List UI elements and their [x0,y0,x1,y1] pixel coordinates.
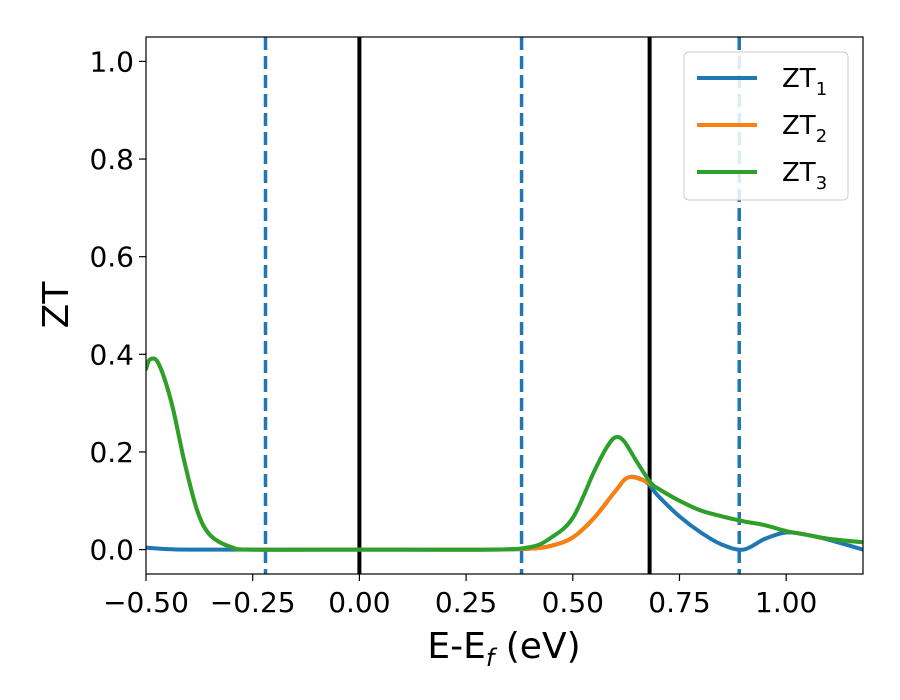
legend-label-zt2: ZT2 [782,111,827,147]
legend-label-zt1: ZT1 [782,64,827,100]
y-tick-label: 0.8 [89,143,134,176]
y-tick-label: 0.4 [89,338,134,371]
series-group [146,356,863,552]
y-axis-label: ZT [36,281,77,329]
plot-frame [145,36,864,575]
legend-box [683,51,849,201]
x-tick-label: −0.50 [103,586,189,619]
x-tick-label: 0.50 [542,586,604,619]
y-tick-label: 1.0 [89,45,134,78]
y-axis: 0.0 0.2 0.4 0.6 0.8 1.0 [89,45,146,567]
x-tick-label: 0.00 [328,586,390,619]
series-line-zt3 [146,356,863,552]
x-tick-label: 0.25 [435,586,497,619]
legend: ZT1 ZT2 ZT3 [683,51,849,201]
x-tick-label: −0.25 [210,586,296,619]
legend-label-zt3: ZT3 [782,158,827,194]
x-axis-label: E-Ef (eV) [427,626,580,672]
x-tick-label: 0.75 [648,586,710,619]
x-tick-label: 1.00 [755,586,817,619]
y-tick-label: 0.6 [89,241,134,274]
y-tick-label: 0.0 [89,534,134,567]
x-axis: −0.50 −0.25 0.00 0.25 0.50 0.75 1.00 [103,574,817,619]
y-tick-label: 0.2 [89,436,134,469]
